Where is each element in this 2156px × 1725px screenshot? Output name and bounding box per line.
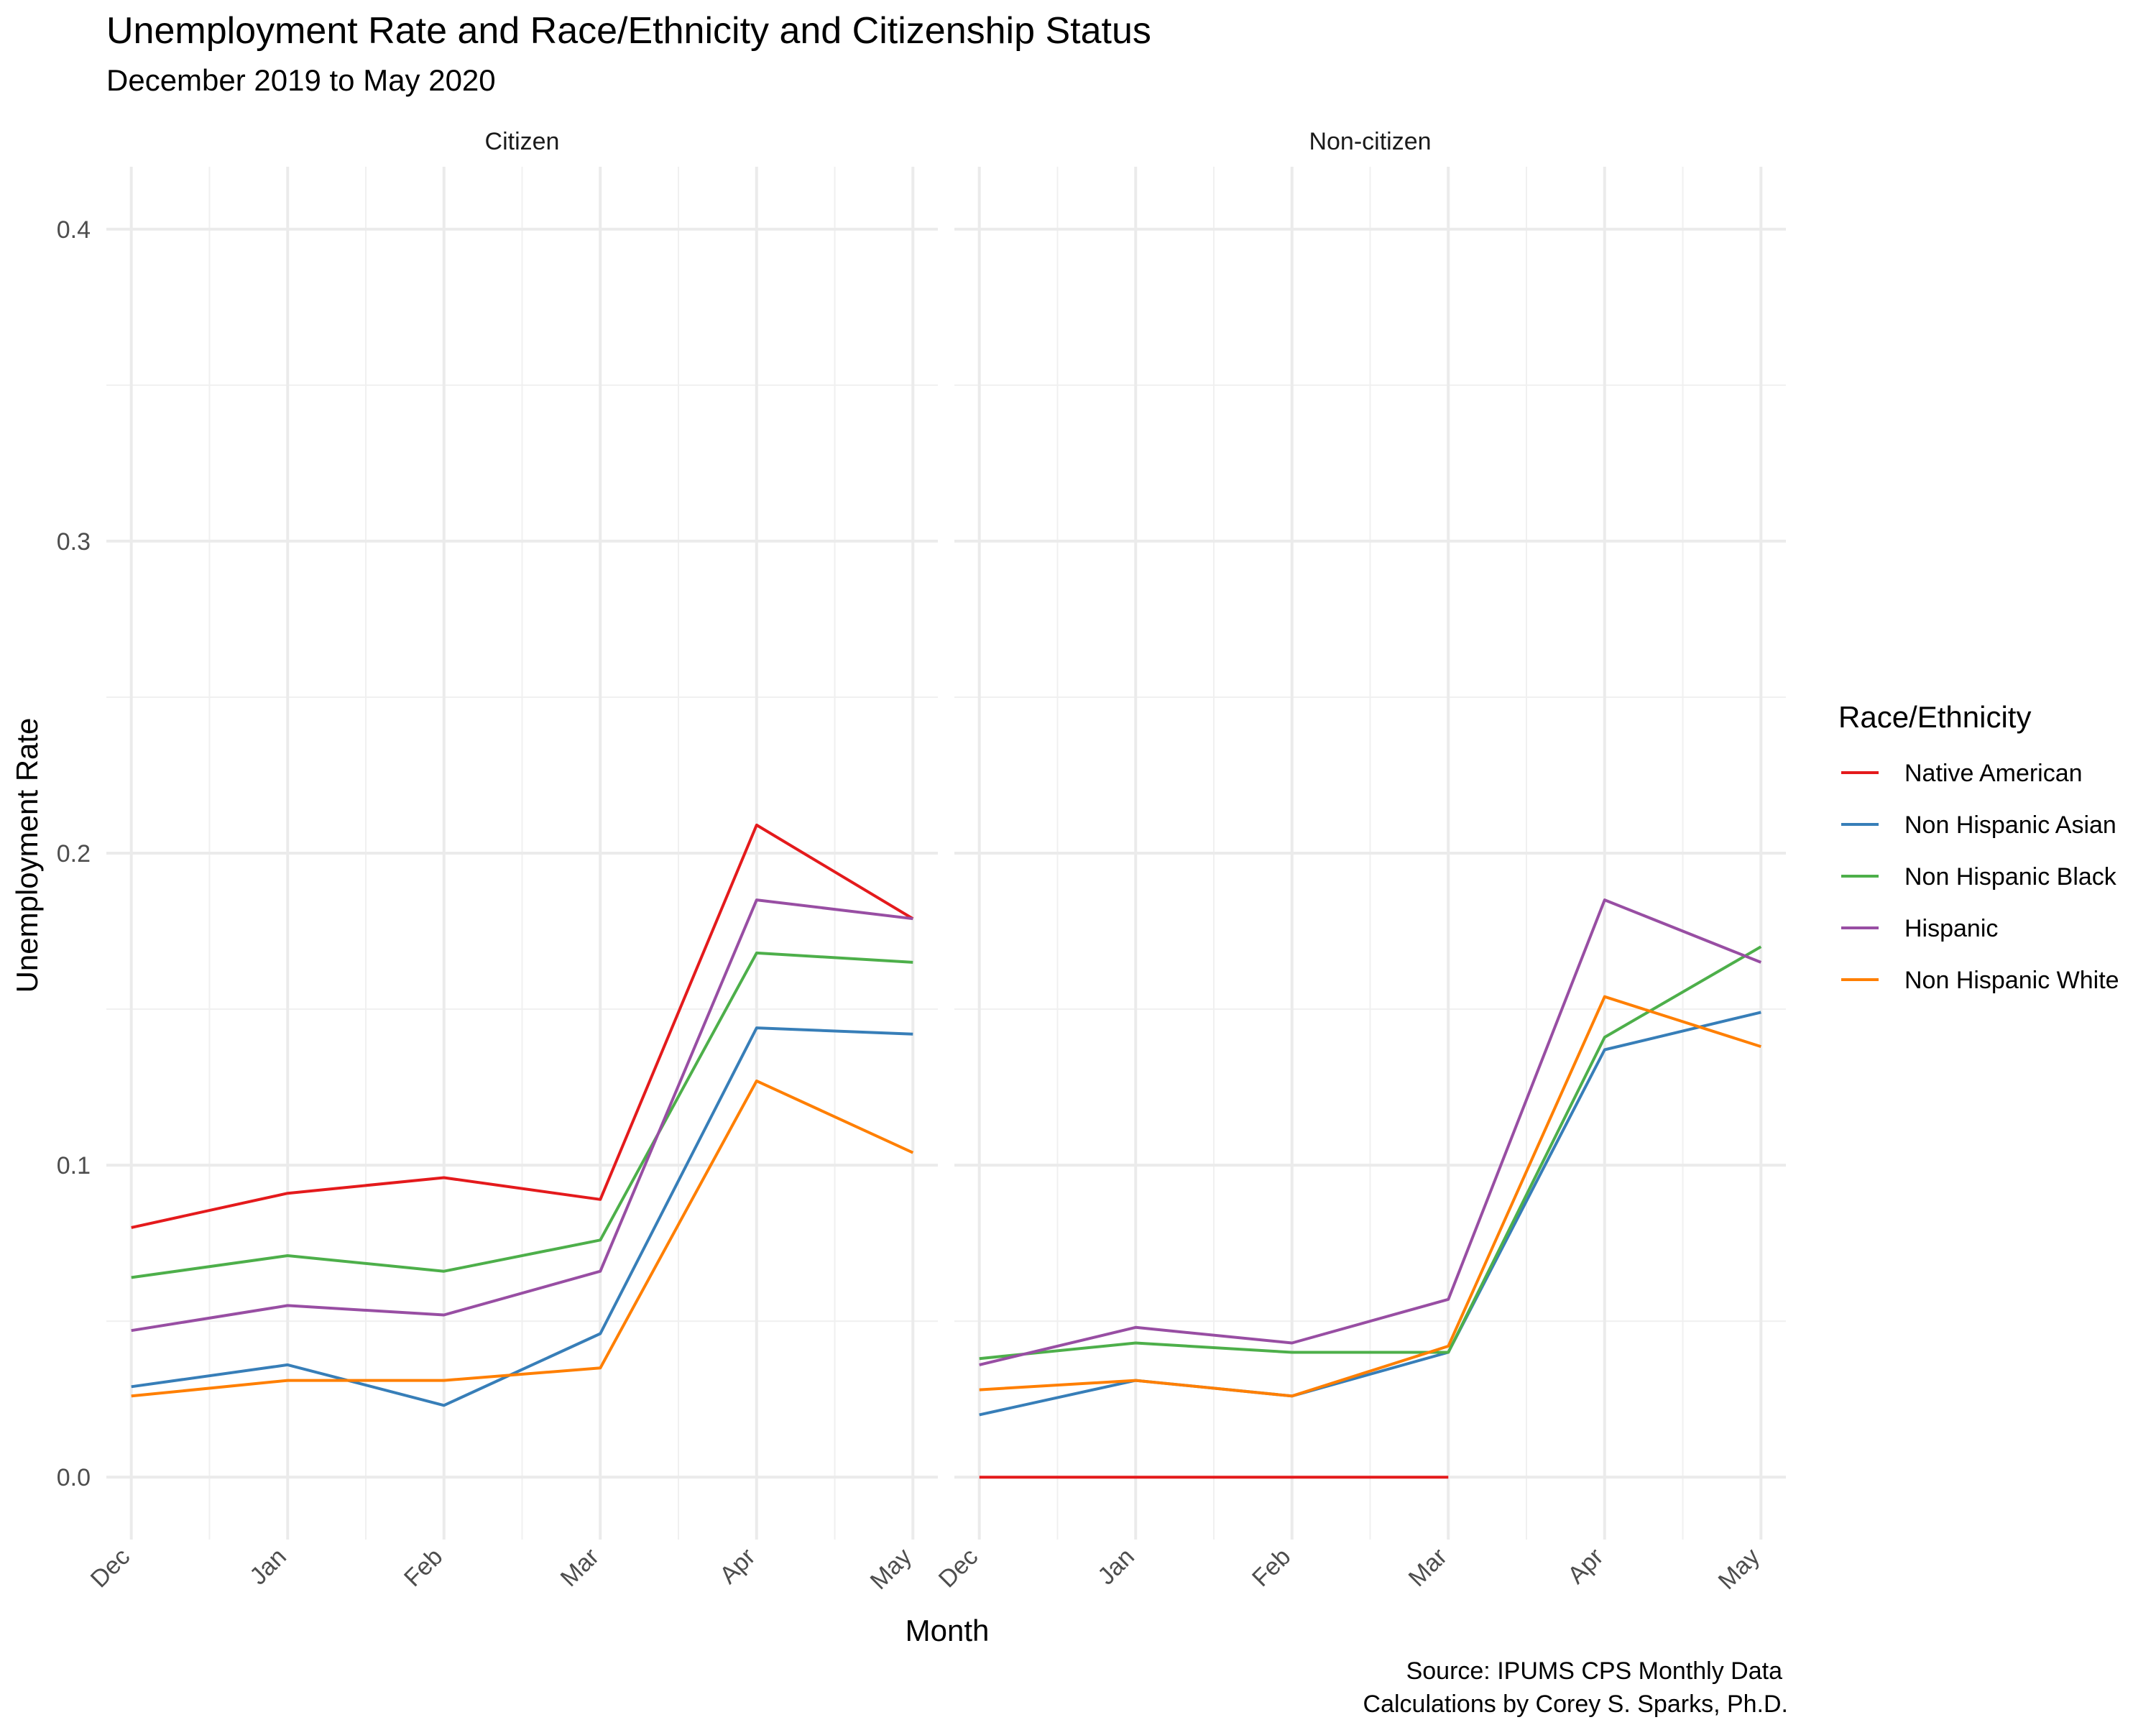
series-line	[131, 1026, 913, 1407]
y-tick-label: 0.2	[57, 840, 91, 868]
x-tick-label: Feb	[1247, 1543, 1296, 1592]
caption-line-1: Source: IPUMS CPS Monthly Data	[1406, 1657, 1783, 1685]
legend-item: Non Hispanic White	[1841, 967, 2119, 994]
legend-label: Native American	[1904, 760, 2083, 787]
panel-2: Non-citizen Dec Jan Feb Mar Apr May	[934, 128, 1786, 1595]
panel-strip-label: Non-citizen	[1309, 128, 1431, 155]
legend: Race/Ethnicity Native American Non Hispan…	[1838, 700, 2119, 994]
x-tick-label: Jan	[1092, 1543, 1140, 1591]
x-axis-title: Month	[906, 1614, 990, 1647]
legend-label: Non Hispanic Black	[1904, 863, 2117, 891]
legend-label: Hispanic	[1904, 915, 1998, 942]
legend-item: Non Hispanic Black	[1841, 863, 2117, 891]
legend-label: Non Hispanic Asian	[1904, 811, 2116, 839]
x-tick-label: Apr	[1562, 1543, 1608, 1589]
x-tick-label: May	[865, 1543, 917, 1595]
x-tick-label: Mar	[556, 1543, 604, 1592]
series-line	[131, 1079, 914, 1398]
x-tick-label: Feb	[399, 1543, 448, 1592]
panel-1: Citizen Dec Jan Feb Mar Apr May	[86, 128, 938, 1595]
series-line	[131, 951, 913, 1279]
series-line	[131, 898, 913, 1333]
y-tick-label: 0.3	[57, 528, 91, 556]
series-line	[979, 945, 1762, 1361]
x-tick-label: May	[1713, 1543, 1765, 1595]
series-line	[979, 995, 1761, 1398]
x-tick-label: Apr	[714, 1543, 760, 1589]
caption-line-2: Calculations by Corey S. Sparks, Ph.D.	[1363, 1690, 1788, 1718]
x-tick-label: Jan	[244, 1543, 292, 1591]
legend-title: Race/Ethnicity	[1838, 700, 2031, 734]
series-line	[131, 823, 914, 1229]
panel-strip-label: Citizen	[485, 128, 560, 155]
legend-item: Non Hispanic Asian	[1841, 811, 2116, 839]
legend-item: Native American	[1841, 760, 2083, 787]
y-tick-label: 0.1	[57, 1152, 91, 1179]
x-tick-label: Mar	[1404, 1543, 1452, 1592]
chart-subtitle: December 2019 to May 2020	[106, 63, 496, 97]
panels: 0.0 0.1 0.2 0.3 0.4 Citizen Dec Jan Feb Mar Apr May…	[57, 128, 1786, 1595]
legend-label: Non Hispanic White	[1904, 967, 2119, 994]
y-tick-label: 0.0	[57, 1464, 91, 1491]
x-tick-label: Dec	[86, 1543, 136, 1593]
series-line	[979, 1011, 1761, 1417]
x-tick-label: Dec	[934, 1543, 984, 1593]
y-axis-title: Unemployment Rate	[10, 718, 44, 993]
y-tick-label: 0.4	[57, 216, 91, 244]
series-line	[979, 898, 1762, 1366]
chart-title: Unemployment Rate and Race/Ethnicity and…	[106, 10, 1151, 52]
legend-item: Hispanic	[1841, 915, 1998, 942]
